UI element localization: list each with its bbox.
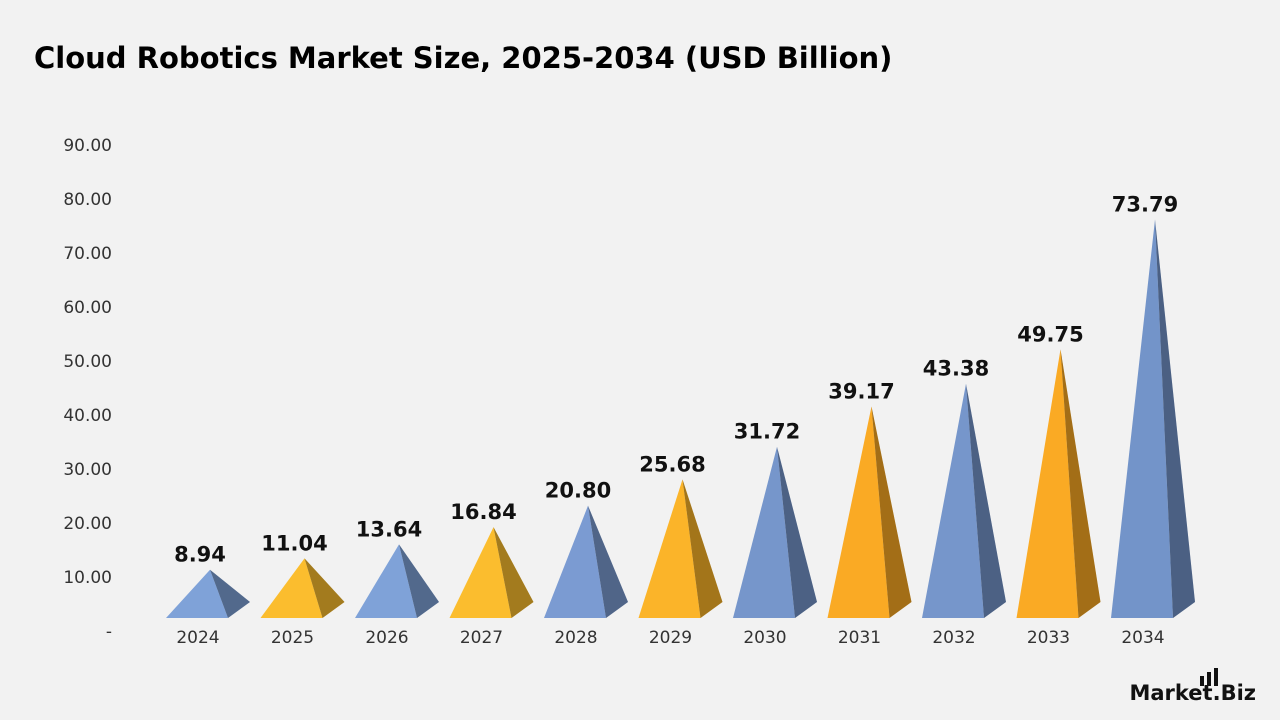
- data-label: 73.79: [1112, 193, 1178, 217]
- pyramid-shade: [588, 505, 628, 618]
- pyramid-shade: [966, 383, 1006, 618]
- data-label: 43.38: [923, 357, 989, 381]
- pyramid-front: [733, 446, 795, 618]
- pyramid-side: [966, 383, 1006, 618]
- data-label: 8.94: [174, 543, 226, 567]
- pyramid-shade: [493, 527, 534, 618]
- pyramid: [733, 446, 817, 618]
- x-tick-label: 2034: [1121, 628, 1164, 648]
- pyramid: [260, 558, 345, 618]
- pyramid-side: [588, 505, 628, 618]
- pyramid-shade: [304, 558, 345, 618]
- pyramid-front: [827, 406, 890, 618]
- y-tick-label: -: [106, 622, 112, 642]
- pyramid-front: [1016, 349, 1079, 618]
- pyramid-shade: [682, 479, 723, 618]
- y-tick-label: 20.00: [63, 514, 112, 534]
- pyramid-side: [304, 558, 345, 618]
- pyramid: [638, 479, 723, 618]
- x-tick-label: 2033: [1027, 628, 1070, 648]
- y-tick-label: 70.00: [63, 244, 112, 264]
- brand-logo: Market.Biz: [1129, 668, 1256, 705]
- data-label: 16.84: [450, 500, 516, 524]
- data-label: 11.04: [261, 531, 327, 555]
- pyramid: [449, 527, 534, 618]
- pyramid-side: [1155, 219, 1195, 618]
- pyramid: [166, 569, 250, 618]
- pyramid-front: [638, 479, 701, 618]
- pyramid: [544, 505, 628, 618]
- y-tick-label: 50.00: [63, 352, 112, 372]
- brand-name: Market.Biz: [1129, 681, 1256, 705]
- x-tick-label: 2029: [649, 628, 692, 648]
- x-tick-label: 2025: [271, 628, 314, 648]
- pyramid-front: [449, 527, 512, 618]
- pyramid-side: [210, 569, 250, 618]
- pyramid-front: [166, 569, 228, 618]
- pyramid-side: [682, 479, 723, 618]
- pyramid-front: [544, 505, 606, 618]
- y-tick-label: 40.00: [63, 406, 112, 426]
- x-tick-label: 2027: [460, 628, 503, 648]
- pyramid-front: [1111, 219, 1173, 618]
- pyramid-side: [1060, 349, 1101, 618]
- pyramid-front: [260, 558, 323, 618]
- pyramid-shade: [210, 569, 250, 618]
- data-label: 39.17: [828, 379, 894, 403]
- data-label: 25.68: [639, 452, 705, 476]
- x-tick-label: 2028: [554, 628, 597, 648]
- pyramid-front: [355, 544, 417, 618]
- pyramid-side: [777, 446, 817, 618]
- x-tick-label: 2030: [743, 628, 786, 648]
- data-label: 31.72: [734, 420, 800, 444]
- pyramid-side: [399, 544, 439, 618]
- pyramid: [355, 544, 439, 618]
- logo-bar: [1200, 676, 1204, 686]
- pyramid: [1016, 349, 1101, 618]
- pyramid-shade: [1060, 349, 1101, 618]
- pyramid-front: [922, 383, 984, 618]
- pyramid-side: [493, 527, 534, 618]
- pyramid: [1111, 219, 1195, 618]
- pyramid-shade: [871, 406, 912, 618]
- y-tick-label: 80.00: [63, 190, 112, 210]
- x-tick-label: 2032: [932, 628, 975, 648]
- data-label: 49.75: [1017, 322, 1083, 346]
- pyramid-shade: [399, 544, 439, 618]
- pyramid: [827, 406, 912, 618]
- y-tick-label: 10.00: [63, 568, 112, 588]
- y-tick-label: 30.00: [63, 460, 112, 480]
- x-tick-label: 2026: [365, 628, 408, 648]
- data-label: 20.80: [545, 479, 611, 503]
- pyramid-shade: [777, 446, 817, 618]
- pyramid-shade: [1155, 219, 1195, 618]
- pyramid: [922, 383, 1006, 618]
- y-tick-label: 90.00: [63, 136, 112, 156]
- y-tick-label: 60.00: [63, 298, 112, 318]
- logo-bar: [1207, 672, 1211, 686]
- chart-title: Cloud Robotics Market Size, 2025-2034 (U…: [34, 41, 892, 75]
- pyramid-side: [871, 406, 912, 618]
- x-tick-label: 2024: [176, 628, 219, 648]
- data-label: 13.64: [356, 517, 422, 541]
- x-tick-label: 2031: [838, 628, 881, 648]
- logo-bar: [1214, 668, 1218, 686]
